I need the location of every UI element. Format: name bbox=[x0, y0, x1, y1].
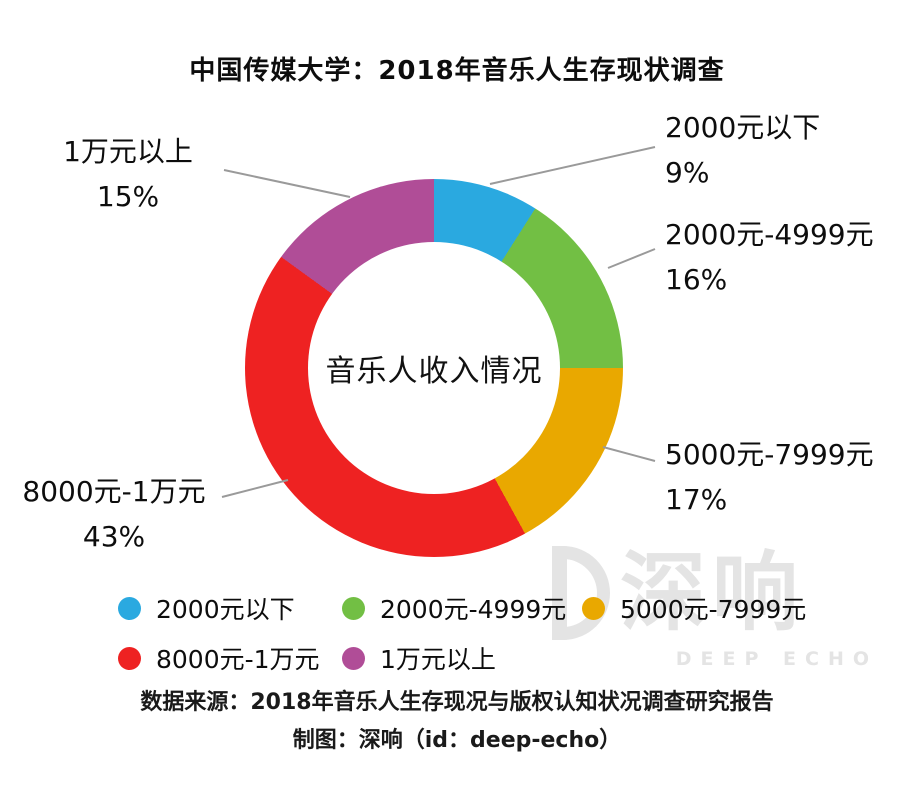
callout-label: 2000元-4999元 bbox=[665, 218, 874, 251]
watermark-en-text: DEEP ECHO bbox=[675, 648, 878, 670]
callout-label: 5000元-7999元 bbox=[665, 438, 874, 471]
page-title: 中国传媒大学：2018年音乐人生存现状调查 bbox=[189, 56, 725, 86]
legend-dot-yellow bbox=[582, 596, 605, 620]
legend-dot-purple bbox=[342, 646, 365, 670]
callout-2000-below: 2000元以下 9% bbox=[665, 106, 820, 196]
callout-value: 16% bbox=[665, 262, 728, 296]
footer-credit: 制图：深响（id：deep-echo） bbox=[292, 728, 622, 753]
legend-label: 8000元-1万元 bbox=[156, 645, 320, 674]
legend-label: 2000元-4999元 bbox=[380, 595, 567, 624]
callout-value: 17% bbox=[665, 482, 728, 516]
watermark-cn-text: 深响 bbox=[620, 543, 804, 643]
legend-label: 5000元-7999元 bbox=[620, 595, 807, 624]
legend-item: 1万元以上 bbox=[342, 640, 582, 676]
legend-item: 8000元-1万元 bbox=[118, 640, 342, 676]
callout-8000-10k: 8000元-1万元 43% bbox=[8, 470, 220, 560]
chart-center-label: 音乐人收入情况 bbox=[325, 354, 543, 389]
donut-chart-wrap: 音乐人收入情况 bbox=[245, 179, 623, 557]
legend-dot-green bbox=[342, 596, 365, 620]
callout-label: 8000元-1万元 bbox=[22, 475, 206, 508]
deep-echo-watermark: 深响 DEEP ECHO bbox=[552, 546, 882, 670]
legend-dot-red bbox=[118, 646, 141, 670]
legend-item: 2000元-4999元 bbox=[342, 590, 582, 626]
donut-hole bbox=[308, 242, 560, 494]
legend-label: 2000元以下 bbox=[156, 595, 295, 624]
callout-label: 1万元以上 bbox=[63, 135, 193, 168]
legend-item: 2000元以下 bbox=[118, 590, 342, 626]
callout-value: 15% bbox=[96, 179, 160, 213]
legend-label: 1万元以上 bbox=[380, 645, 496, 674]
legend-item: 5000元-7999元 bbox=[582, 590, 806, 626]
footer-data-source: 数据来源：2018年音乐人生存现况与版权认知状况调查研究报告 bbox=[140, 690, 774, 715]
callout-label: 2000元以下 bbox=[665, 111, 821, 144]
callout-10k-above: 1万元以上 15% bbox=[36, 130, 220, 220]
callout-2000-4999: 2000元-4999元 16% bbox=[665, 213, 874, 303]
chart-legend: 2000元以下 2000元-4999元 5000元-7999元 8000元-1万… bbox=[118, 590, 806, 676]
callout-value: 9% bbox=[665, 155, 710, 189]
legend-dot-blue bbox=[118, 596, 141, 620]
callout-5000-7999: 5000元-7999元 17% bbox=[665, 433, 874, 523]
callout-value: 43% bbox=[82, 519, 146, 553]
